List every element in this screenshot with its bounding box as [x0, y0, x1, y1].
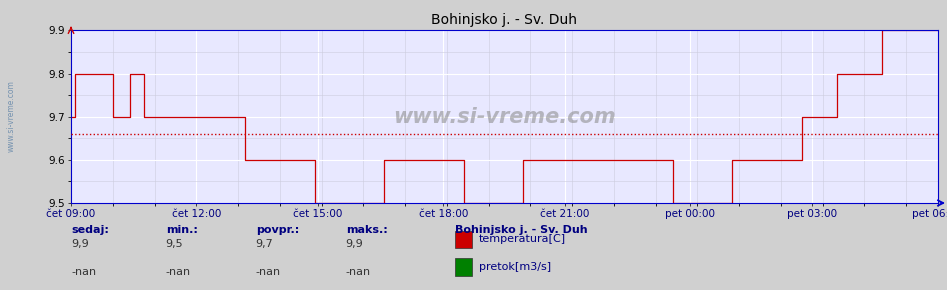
Text: 9,7: 9,7 [256, 239, 274, 249]
Text: www.si-vreme.com: www.si-vreme.com [393, 107, 616, 127]
Text: www.si-vreme.com: www.si-vreme.com [7, 80, 16, 152]
Text: pretok[m3/s]: pretok[m3/s] [479, 262, 551, 272]
Text: 9,5: 9,5 [166, 239, 184, 249]
Text: -nan: -nan [166, 267, 191, 277]
Text: -nan: -nan [346, 267, 371, 277]
Text: min.:: min.: [166, 225, 198, 235]
Text: -nan: -nan [71, 267, 97, 277]
Title: Bohinjsko j. - Sv. Duh: Bohinjsko j. - Sv. Duh [431, 12, 578, 26]
Text: temperatura[C]: temperatura[C] [479, 234, 566, 244]
Text: 9,9: 9,9 [71, 239, 89, 249]
Text: -nan: -nan [256, 267, 281, 277]
Text: 9,9: 9,9 [346, 239, 364, 249]
Text: Bohinjsko j. - Sv. Duh: Bohinjsko j. - Sv. Duh [455, 225, 587, 235]
Text: maks.:: maks.: [346, 225, 387, 235]
Text: sedaj:: sedaj: [71, 225, 109, 235]
Text: povpr.:: povpr.: [256, 225, 299, 235]
